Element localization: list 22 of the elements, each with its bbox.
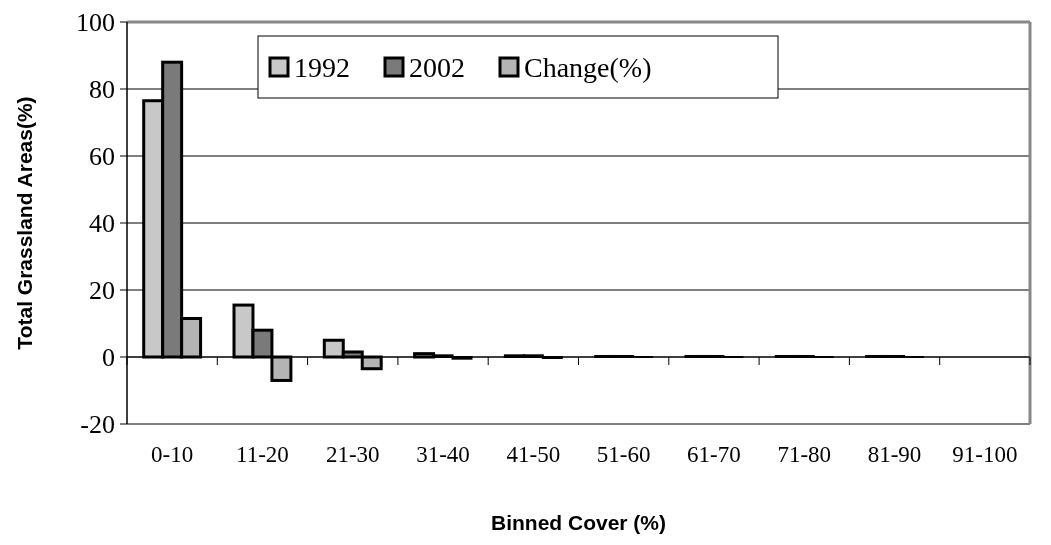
x-tick-label: 11-20 [236,442,289,467]
x-tick-label: 31-40 [416,442,470,467]
x-tick-label: 91-100 [952,442,1018,467]
y-tick-label: -20 [80,410,115,440]
y-axis-title: Total Grassland Areas(%) [13,96,36,350]
y-tick-label: 100 [76,8,115,38]
x-tick-label: 41-50 [506,442,561,467]
x-tick-label: 81-90 [867,442,922,467]
y-tick-label: 40 [89,209,115,239]
legend-label: 1992 [294,51,350,83]
legend-label: Change(%) [524,51,652,83]
y-tick-label: 0 [102,343,115,373]
x-tick-label: 21-30 [325,442,380,467]
x-tick-label: 0-10 [151,442,194,467]
x-tick-label: 51-60 [596,442,651,467]
y-tick-label: 80 [89,75,115,105]
x-tick-label: 71-80 [777,442,832,467]
x-tick-label: 61-70 [687,442,741,467]
x-axis-title: Binned Cover (%) [490,511,667,534]
y-tick-label: 20 [89,276,115,306]
y-tick-label: 60 [89,142,115,172]
legend-label: 2002 [409,51,465,83]
